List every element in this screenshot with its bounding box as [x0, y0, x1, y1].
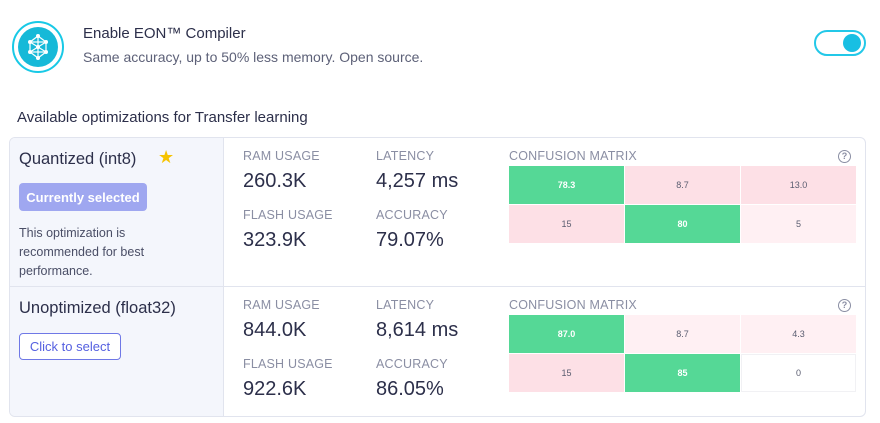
flash-usage-label: FLASH USAGE [243, 357, 333, 371]
matrix-cell: 15 [509, 205, 624, 243]
latency-value: 4,257 ms [376, 170, 459, 192]
neural-network-icon [28, 34, 48, 60]
optimization-row-int8: Quantized (int8) ★ Currently selected Th… [10, 138, 865, 287]
help-icon[interactable]: ? [838, 150, 851, 163]
ram-usage-label: RAM USAGE [243, 149, 320, 163]
section-title: Available optimizations for Transfer lea… [17, 109, 308, 126]
optimization-name: Unoptimized (float32) [19, 299, 176, 317]
matrix-cell: 87.0 [509, 315, 624, 353]
confusion-matrix-label: CONFUSION MATRIX [509, 149, 637, 163]
eon-subtitle: Same accuracy, up to 50% less memory. Op… [83, 49, 424, 65]
optimization-summary: Quantized (int8) ★ Currently selected Th… [10, 138, 224, 286]
currently-selected-badge: Currently selected [19, 183, 147, 211]
flash-usage-value: 922.6K [243, 378, 307, 400]
matrix-cell: 8.7 [625, 166, 740, 204]
accuracy-value: 86.05% [376, 378, 444, 400]
click-to-select-button[interactable]: Click to select [19, 333, 121, 360]
matrix-cell: 15 [509, 354, 624, 392]
matrix-cell: 4.3 [741, 315, 856, 353]
matrix-cell: 8.7 [625, 315, 740, 353]
matrix-cell: 78.3 [509, 166, 624, 204]
eon-title: Enable EON™ Compiler [83, 25, 246, 42]
recommendation-note: This optimization is recommended for bes… [19, 226, 145, 278]
matrix-cell: 5 [741, 205, 856, 243]
optimizations-table: Quantized (int8) ★ Currently selected Th… [9, 137, 866, 417]
eon-compiler-panel: Enable EON™ Compiler Same accuracy, up t… [12, 19, 872, 75]
latency-label: LATENCY [376, 149, 435, 163]
matrix-cell: 0 [741, 354, 856, 392]
accuracy-label: ACCURACY [376, 208, 448, 222]
matrix-cell: 85 [625, 354, 740, 392]
toggle-knob [843, 34, 861, 52]
eon-logo [12, 21, 64, 73]
eon-toggle[interactable] [814, 30, 866, 56]
optimization-row-float32: Unoptimized (float32) Click to select RA… [10, 287, 865, 416]
ram-usage-label: RAM USAGE [243, 298, 320, 312]
help-icon[interactable]: ? [838, 299, 851, 312]
accuracy-value: 79.07% [376, 229, 444, 251]
flash-usage-value: 323.9K [243, 229, 307, 251]
star-icon: ★ [158, 147, 175, 167]
latency-label: LATENCY [376, 298, 435, 312]
confusion-matrix-label: CONFUSION MATRIX [509, 298, 637, 312]
flash-usage-label: FLASH USAGE [243, 208, 333, 222]
matrix-cell: 80 [625, 205, 740, 243]
latency-value: 8,614 ms [376, 319, 459, 341]
matrix-cell: 13.0 [741, 166, 856, 204]
accuracy-label: ACCURACY [376, 357, 448, 371]
ram-usage-value: 260.3K [243, 170, 307, 192]
optimization-name: Quantized (int8) [19, 150, 137, 168]
optimization-summary: Unoptimized (float32) Click to select [10, 287, 224, 416]
ram-usage-value: 844.0K [243, 319, 307, 341]
